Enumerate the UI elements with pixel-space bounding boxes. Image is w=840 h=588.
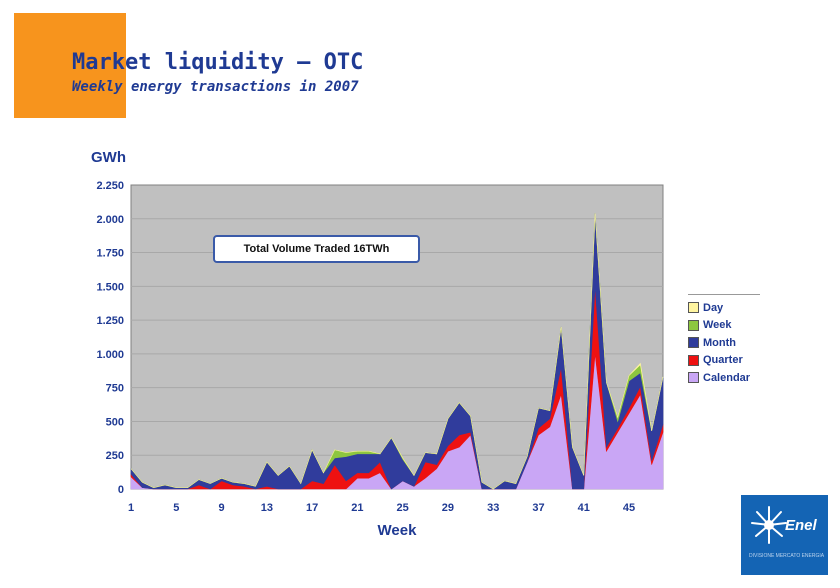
x-tick-label: 21 [351, 502, 363, 514]
y-tick-label: 1.250 [96, 315, 124, 327]
legend-item-quarter: Quarter [688, 352, 760, 370]
plot-background [130, 184, 664, 490]
legend-label: Week [703, 319, 732, 332]
x-tick-label: 9 [218, 502, 224, 514]
legend-item-day: Day [688, 299, 760, 317]
legend-label: Month [703, 336, 736, 349]
legend-item-week: Week [688, 317, 760, 335]
y-axis-ticks: 0 250 500 750 1.000 1.250 1.500 1.750 2.000 2.250 [96, 180, 124, 496]
enel-logo: Enel DIVISIONE MERCATO ENERGIA [741, 495, 828, 575]
series-areas [130, 213, 664, 490]
x-tick-label: 29 [442, 502, 454, 514]
page-title: Market liquidity – OTC [72, 50, 364, 75]
legend-label: Quarter [703, 354, 743, 367]
y-unit-label: GWh [91, 149, 126, 166]
legend-item-month: Month [688, 334, 760, 352]
y-tick-label: 750 [106, 383, 124, 395]
x-tick-label: 25 [397, 502, 409, 514]
legend-swatch [688, 319, 699, 331]
series-area-day [130, 213, 664, 490]
chart-legend: Day Week Month Quarter Calendar [688, 294, 760, 387]
y-tick-label: 2.000 [96, 214, 124, 226]
accent-block [14, 13, 126, 118]
legend-label: Calendar [703, 371, 751, 384]
x-tick-label: 45 [623, 502, 635, 514]
y-tick-label: 250 [106, 450, 124, 462]
y-tick-label: 500 [106, 416, 124, 428]
x-tick-label: 41 [578, 502, 590, 514]
legend-swatch [688, 302, 699, 314]
logo-tagline: DIVISIONE MERCATO ENERGIA [749, 553, 825, 559]
x-tick-label: 1 [128, 502, 134, 514]
x-tick-label: 5 [173, 502, 179, 514]
total-volume-annotation: Total Volume Traded 16TWh [213, 235, 420, 263]
x-axis-ticks: 1 5 9 13 17 21 25 29 33 37 41 45 [128, 502, 635, 514]
x-tick-label: 37 [532, 502, 544, 514]
legend-swatch [688, 354, 699, 366]
x-tick-label: 13 [261, 502, 273, 514]
page-subtitle: Weekly energy transactions in 2007 [72, 79, 359, 95]
legend-swatch [688, 372, 699, 384]
legend-swatch [688, 337, 699, 349]
legend-label: Day [703, 301, 724, 314]
x-tick-label: 33 [487, 502, 499, 514]
logo-wordmark: Enel [785, 517, 817, 534]
y-tick-label: 0 [118, 484, 124, 496]
enel-sun-icon [751, 506, 787, 544]
y-tick-label: 1.750 [96, 248, 124, 260]
x-tick-label: 17 [306, 502, 318, 514]
legend-item-calendar: Calendar [688, 369, 760, 387]
x-axis-label: Week [378, 522, 418, 539]
y-tick-label: 2.250 [96, 180, 124, 192]
y-tick-label: 1.000 [96, 349, 124, 361]
y-tick-label: 1.500 [96, 281, 124, 293]
